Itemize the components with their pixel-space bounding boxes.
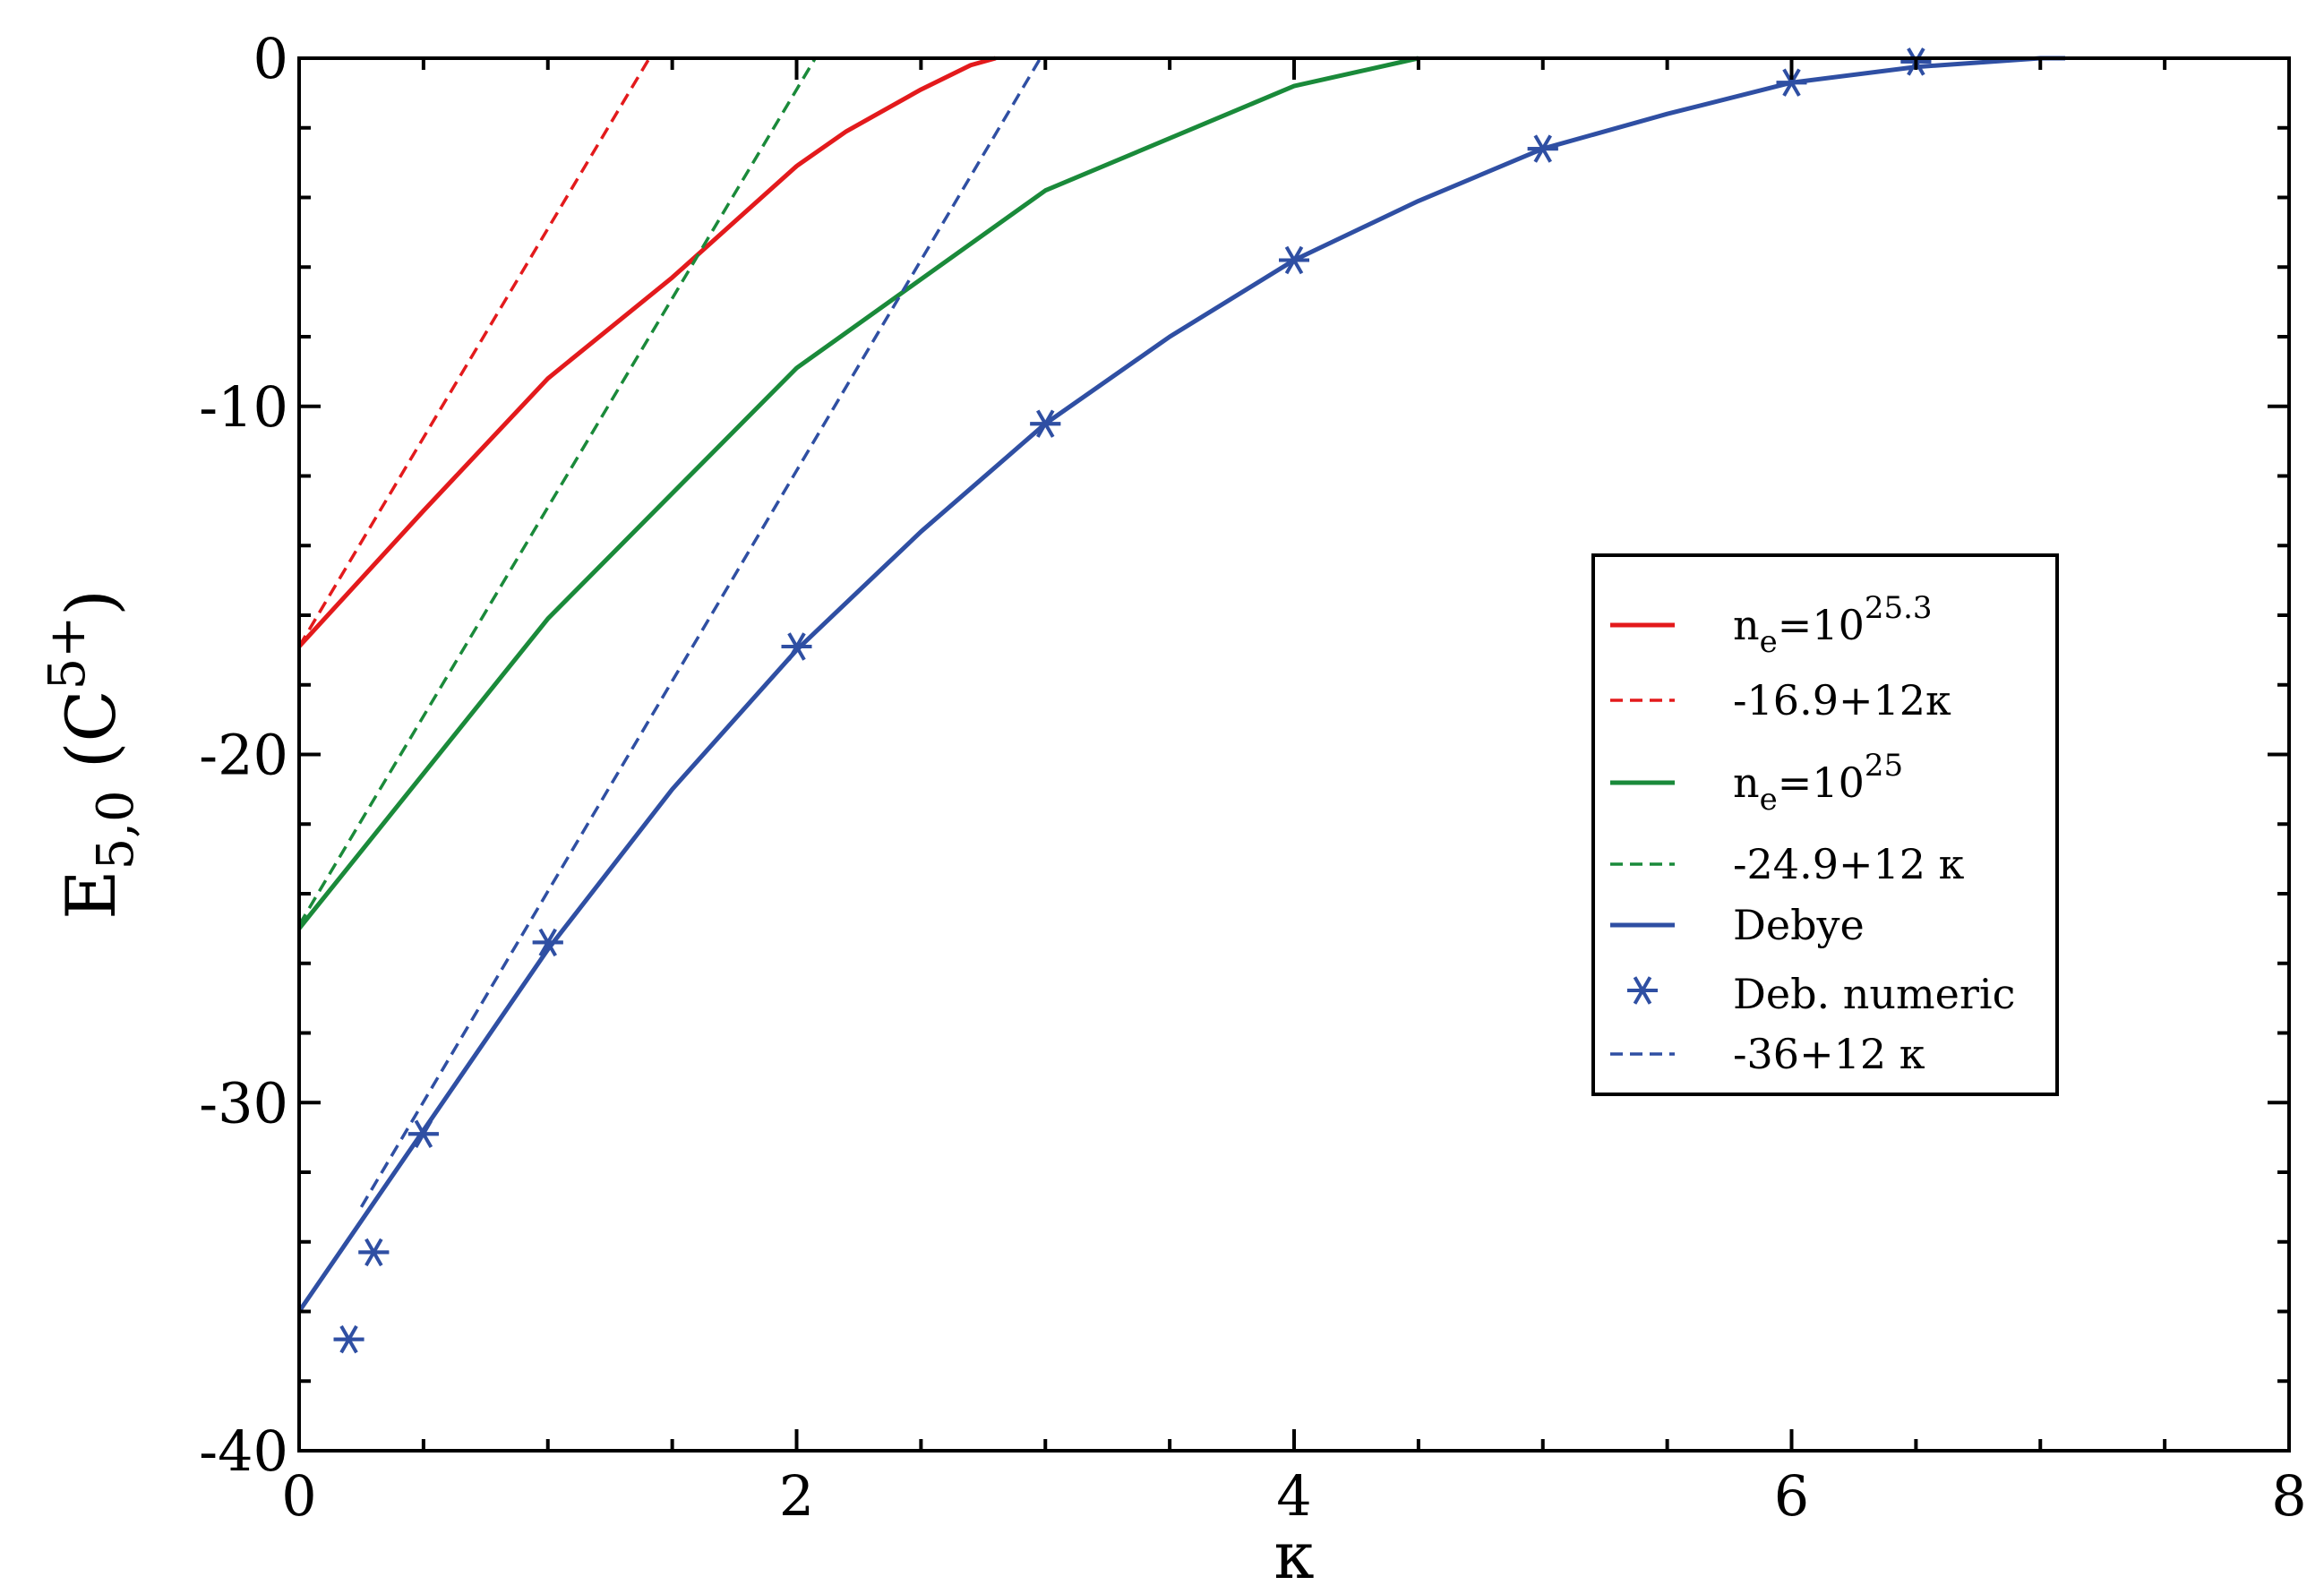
- axis-ticks: [297, 56, 2291, 1453]
- x-tick-label: 2: [779, 1463, 814, 1529]
- legend-label: ne=1025.3: [1733, 590, 1933, 660]
- data-point-debnum: [1030, 409, 1061, 438]
- series-line-fit253: [297, 57, 651, 647]
- legend-item-ne253: ne=1025.3: [1610, 590, 1933, 660]
- y-tick-label: -30: [199, 1070, 288, 1136]
- legend-label: -36+12 κ: [1733, 1030, 1925, 1078]
- y-axis-label-sub: 5,0: [87, 790, 145, 870]
- legend-label-mid: =10: [1778, 601, 1865, 649]
- x-tick-label: 6: [1774, 1463, 1809, 1529]
- legend-label: Debye: [1733, 901, 1865, 949]
- legend-item-debnum: Deb. numeric: [1627, 970, 2015, 1018]
- legend-label-base: n: [1733, 601, 1760, 649]
- series-line-ne25: [297, 56, 1419, 930]
- series-line-fit25: [297, 57, 817, 926]
- legend-item-fit253: -16.9+12κ: [1610, 676, 1951, 724]
- legend-label-sub: e: [1760, 782, 1778, 818]
- data-point-debnum: [1776, 68, 1807, 97]
- y-tick-label: -10: [199, 374, 288, 440]
- y-tick-label: -40: [199, 1418, 288, 1484]
- data-point-debnum: [358, 1238, 390, 1267]
- legend-marker: [1627, 976, 1658, 1005]
- plot-area: [296, 47, 2066, 1354]
- series-line-debye: [296, 56, 2066, 1313]
- data-point-debnum: [781, 632, 812, 661]
- data-point-debnum: [1527, 134, 1558, 163]
- y-axis-label-base: E: [51, 870, 131, 919]
- x-tick-label: 4: [1276, 1463, 1311, 1529]
- legend-item-ne25: ne=1025: [1610, 748, 1903, 818]
- y-axis-label-paren-open: (C: [51, 690, 131, 790]
- y-tick-label: -20: [199, 723, 288, 788]
- data-point-debnum: [333, 1324, 364, 1354]
- y-axis-label: E5,0 (C5+): [39, 589, 145, 920]
- x-tick-label: 8: [2271, 1463, 2306, 1529]
- data-point-debnum: [1279, 245, 1309, 275]
- legend-label: ne=1025: [1733, 748, 1903, 818]
- legend-box: [1591, 553, 2059, 1096]
- legend-item-fitdeb: -36+12 κ: [1610, 1030, 1925, 1078]
- legend-label-sup: 25: [1865, 748, 1903, 784]
- y-axis-label-paren-close: ): [51, 589, 131, 616]
- data-point-debnum: [532, 928, 563, 957]
- legend-label-base: n: [1733, 758, 1760, 807]
- legend-label: -24.9+12 κ: [1733, 840, 1965, 888]
- data-point-debnum: [407, 1119, 439, 1148]
- legend-label-mid: =10: [1778, 758, 1865, 807]
- svg-text:E5,0 (C5+): E5,0 (C5+): [39, 589, 145, 920]
- tick-labels: 0 2 4 6 8 0 -10 -20 -30 -40: [199, 26, 2307, 1529]
- legend-item-fit25: -24.9+12 κ: [1610, 840, 1965, 888]
- legend-label-sub: e: [1760, 624, 1778, 660]
- legend-label-sup: 25.3: [1865, 590, 1933, 626]
- y-tick-label: 0: [253, 26, 288, 91]
- x-axis-label: κ: [1274, 1518, 1315, 1593]
- series-line-ne253: [297, 56, 997, 648]
- legend-item-debye: Debye: [1610, 901, 1865, 949]
- x-tick-label: 0: [281, 1463, 316, 1529]
- legend-label: Deb. numeric: [1733, 970, 2015, 1018]
- y-axis-label-sup: 5+: [39, 616, 97, 690]
- series-line-fitdeb: [359, 57, 1042, 1208]
- legend-label: -16.9+12κ: [1733, 676, 1951, 724]
